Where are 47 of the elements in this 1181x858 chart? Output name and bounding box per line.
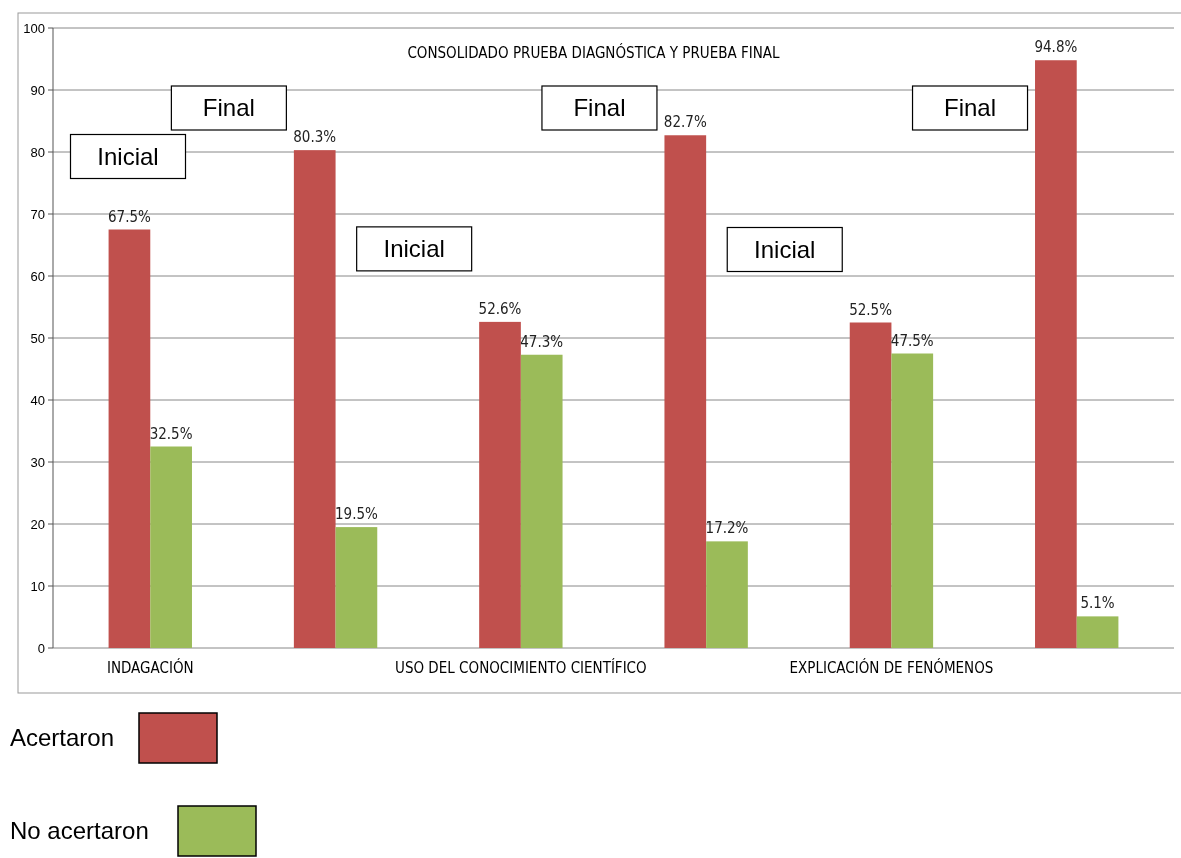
data-label: 19.5% bbox=[334, 505, 379, 524]
annotation: Inicial bbox=[754, 235, 816, 263]
annotation: Inicial bbox=[383, 235, 445, 263]
x-tick-label: INDAGACIÓN bbox=[106, 658, 194, 677]
y-tick-label: 50 bbox=[30, 330, 45, 346]
bar bbox=[664, 135, 707, 648]
bar bbox=[891, 353, 934, 648]
data-label: 52.5% bbox=[849, 300, 893, 319]
legend-label: No acertaron bbox=[10, 817, 149, 845]
bar bbox=[520, 354, 563, 648]
x-tick-label: USO DEL CONOCIMIENTO CIENTÍFICO bbox=[395, 658, 647, 677]
bar bbox=[293, 150, 336, 648]
y-tick-label: 0 bbox=[37, 640, 45, 656]
bar bbox=[849, 322, 892, 648]
bar bbox=[150, 446, 192, 648]
bar bbox=[108, 229, 151, 648]
y-tick-label: 80 bbox=[30, 144, 45, 160]
y-tick-label: 90 bbox=[30, 82, 45, 98]
y-tick-label: 100 bbox=[23, 20, 45, 36]
annotation: Final bbox=[202, 94, 255, 122]
data-label: 82.7% bbox=[663, 113, 707, 132]
data-label: 47.3% bbox=[520, 332, 564, 351]
data-label: 94.8% bbox=[1034, 38, 1078, 57]
bar bbox=[1035, 60, 1077, 648]
data-label: 5.1% bbox=[1080, 594, 1115, 613]
data-label: 52.6% bbox=[478, 299, 522, 318]
data-label: 17.2% bbox=[705, 519, 749, 538]
annotation: Final bbox=[573, 94, 626, 122]
annotation: Inicial bbox=[97, 142, 159, 170]
y-tick-label: 70 bbox=[30, 206, 45, 222]
y-tick-label: 30 bbox=[30, 454, 45, 470]
annotation: Final bbox=[944, 94, 997, 122]
y-tick-label: 20 bbox=[30, 516, 45, 532]
text: CONSOLIDADO PRUEBA DIAGNÓSTICA Y PRUEBA FINAL bbox=[407, 43, 781, 62]
bar bbox=[479, 321, 521, 648]
y-tick-label: 60 bbox=[30, 268, 45, 284]
bar bbox=[1076, 616, 1119, 648]
bar bbox=[706, 541, 748, 648]
data-label: 80.3% bbox=[293, 128, 337, 147]
y-tick-label: 10 bbox=[30, 578, 45, 594]
y-tick-label: 40 bbox=[30, 392, 45, 408]
data-label: 67.5% bbox=[107, 207, 152, 226]
data-label: 47.5% bbox=[890, 331, 934, 350]
data-label: 32.5% bbox=[149, 424, 193, 443]
bar bbox=[335, 527, 378, 648]
x-tick-label: EXPLICACIÓN DE FENÓMENOS bbox=[789, 658, 994, 677]
legend-label: Acertaron bbox=[10, 724, 115, 752]
